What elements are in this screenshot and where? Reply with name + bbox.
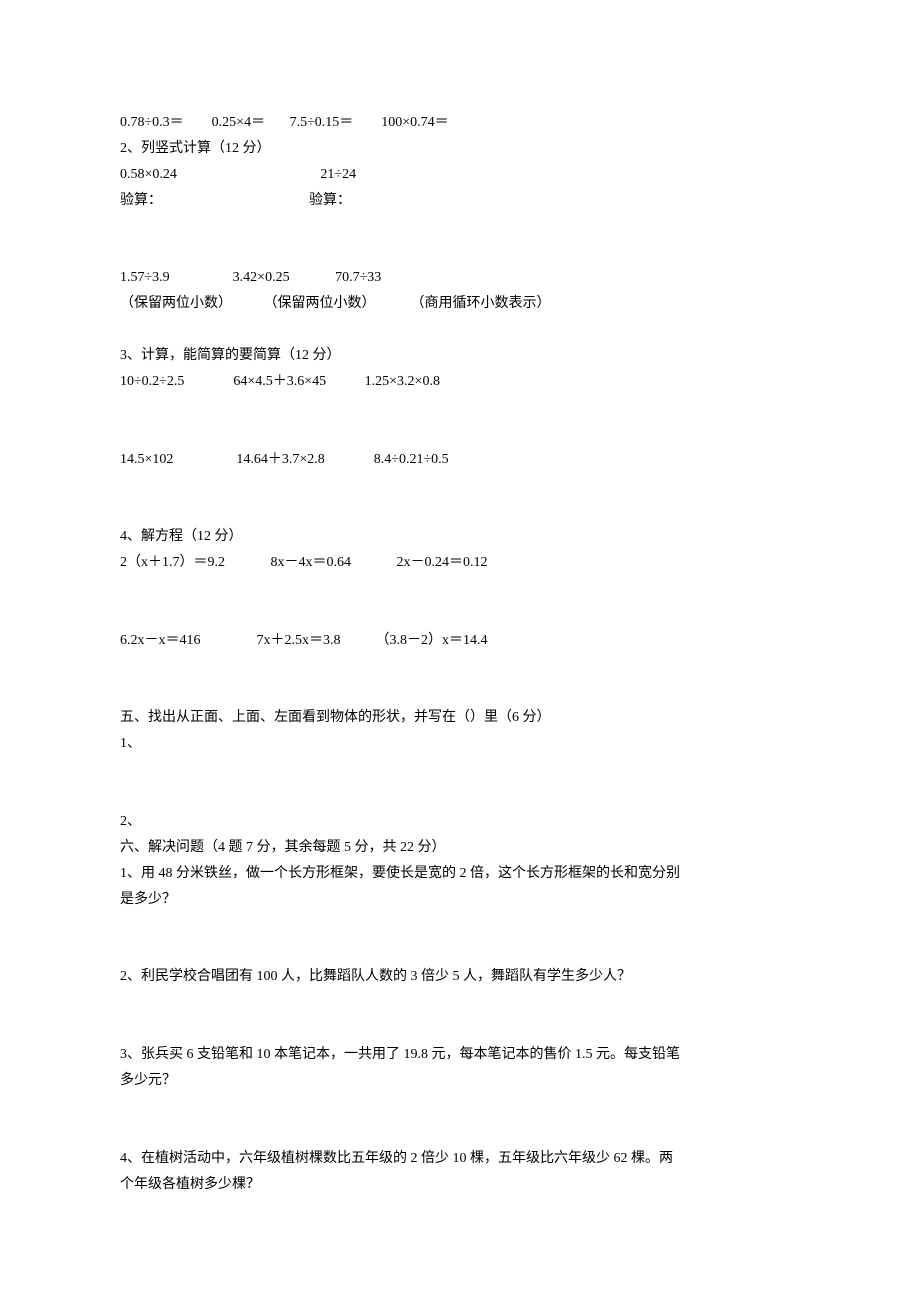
section-2-title: 2、列竖式计算（12 分）	[120, 136, 800, 162]
q3-line-2: 多少元？	[120, 1068, 800, 1094]
section-3-title: 3、计算，能简算的要简算（12 分）	[120, 343, 800, 369]
q2-line: 2、利民学校合唱团有 100 人，比舞蹈队人数的 3 倍少 5 人，舞蹈队有学生…	[120, 964, 800, 990]
calc-row-5: 1.57÷3.9 3.42×0.25 70.7÷33	[120, 265, 800, 291]
section-6-title: 六、解决问题（4 题 7 分，其余每题 5 分，共 22 分）	[120, 835, 800, 861]
q4-line-1: 4、在植树活动中，六年级植树棵数比五年级的 2 倍少 10 棵，五年级比六年级少…	[120, 1146, 800, 1172]
q1-line-1: 1、用 48 分米铁丝，做一个长方形框架，要使长是宽的 2 倍，这个长方形框架的…	[120, 861, 800, 887]
section-5-item-2: 2、	[120, 809, 800, 835]
q1-line-2: 是多少？	[120, 887, 800, 913]
section-5-title: 五、找出从正面、上面、左面看到物体的形状，并写在（）里（6 分）	[120, 705, 800, 731]
section-5-item-1: 1、	[120, 731, 800, 757]
equation-row-1: 2（x＋1.7）＝9.2 8x－4x＝0.64 2x－0.24＝0.12	[120, 550, 800, 576]
q4-line-2: 个年级各植树多少棵？	[120, 1172, 800, 1198]
calc-note-row: （保留两位小数） （保留两位小数） （商用循环小数表示）	[120, 291, 800, 317]
q3-line-1: 3、张兵买 6 支铅笔和 10 本笔记本，一共用了 19.8 元，每本笔记本的售…	[120, 1042, 800, 1068]
calc-row-1: 0.78÷0.3＝ 0.25×4＝ 7.5÷0.15＝ 100×0.74＝	[120, 110, 800, 136]
verify-row: 验算： 验算：	[120, 188, 800, 214]
calc-row-8: 10÷0.2÷2.5 64×4.5＋3.6×45 1.25×3.2×0.8	[120, 369, 800, 395]
equation-row-2: 6.2x－x＝416 7x＋2.5x＝3.8 （3.8－2）x＝14.4	[120, 628, 800, 654]
calc-row-3: 0.58×0.24 21÷24	[120, 162, 800, 188]
calc-row-9: 14.5×102 14.64＋3.7×2.8 8.4÷0.21÷0.5	[120, 447, 800, 473]
document-page: 0.78÷0.3＝ 0.25×4＝ 7.5÷0.15＝ 100×0.74＝ 2、…	[0, 0, 920, 1302]
section-4-title: 4、解方程（12 分）	[120, 524, 800, 550]
